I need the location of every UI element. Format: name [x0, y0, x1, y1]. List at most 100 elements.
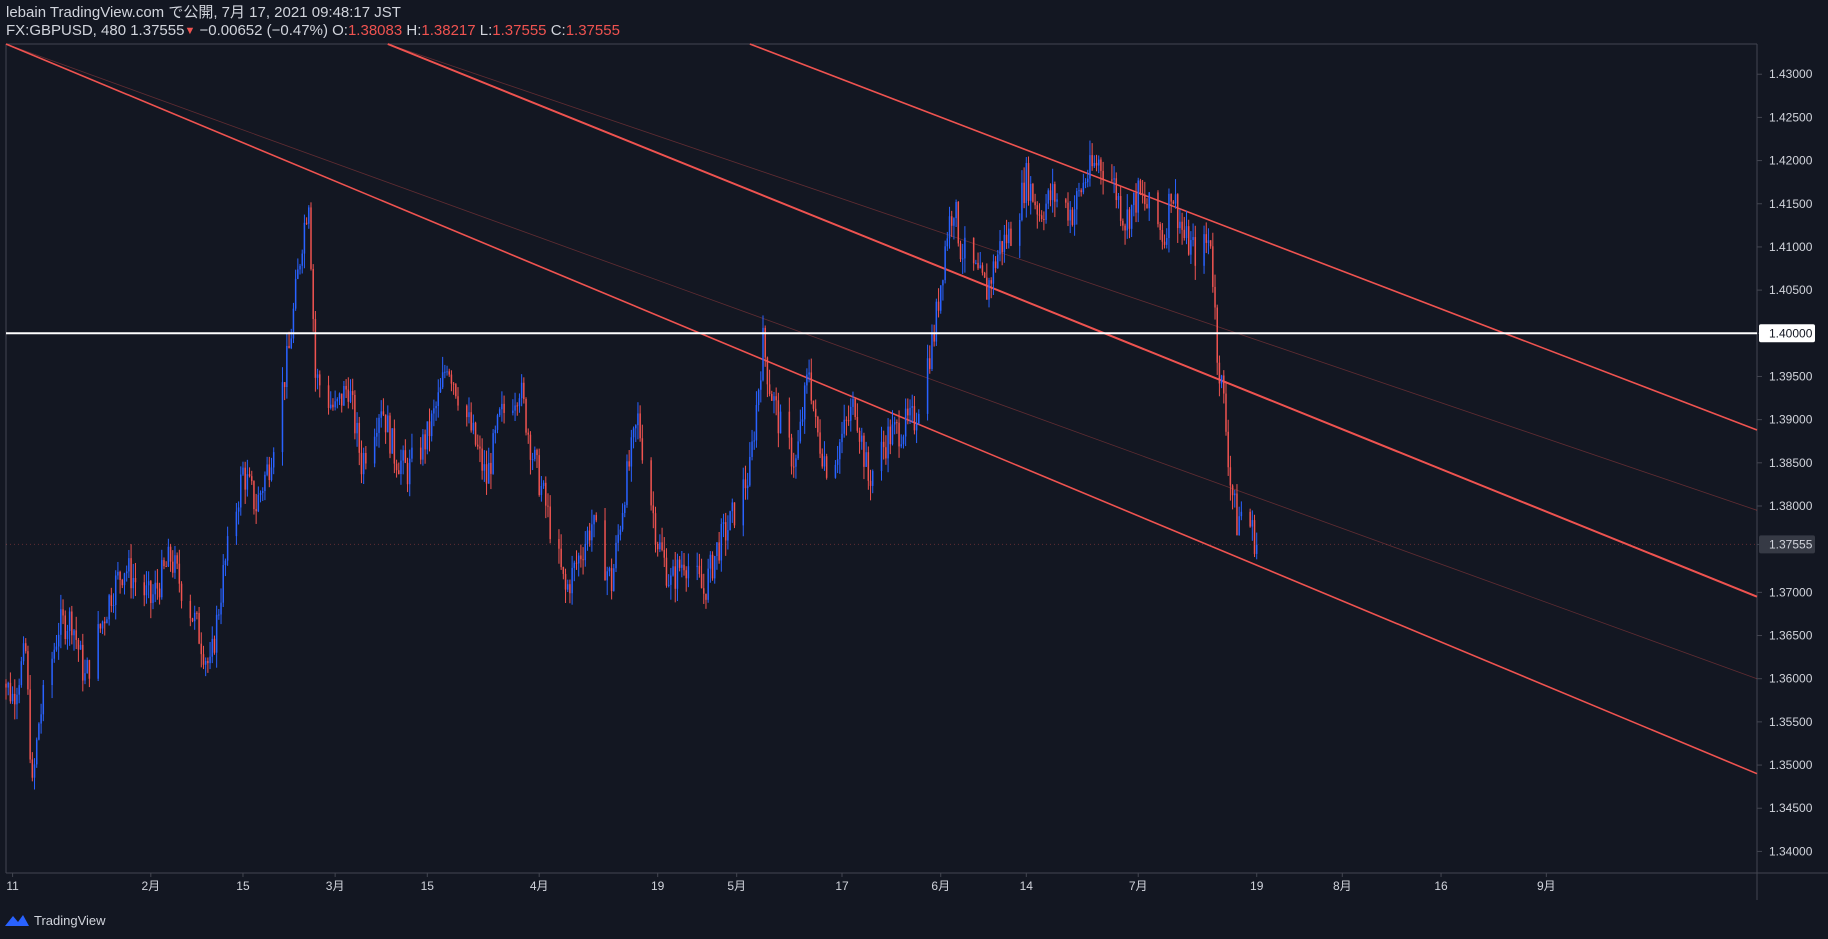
candle-body	[393, 428, 396, 464]
candle-body	[143, 582, 145, 596]
candle-body	[527, 432, 529, 435]
candle-body	[264, 474, 266, 492]
tradingview-branding[interactable]: TradingView	[4, 910, 106, 930]
candle-body	[242, 467, 244, 475]
time-tick-label: 4月	[530, 879, 549, 893]
high-label: H:	[406, 22, 422, 39]
candle-body	[749, 456, 751, 486]
candle-body	[334, 401, 336, 408]
candle-body	[376, 432, 378, 437]
candle-body	[1126, 209, 1129, 231]
candle-body	[492, 433, 494, 474]
low-label: L:	[479, 22, 493, 39]
time-tick-label: 19	[1250, 879, 1264, 893]
candle-body	[75, 630, 77, 640]
candle-body	[988, 280, 990, 300]
candle-body	[637, 413, 639, 426]
channel-line-2[interactable]	[5, 43, 1758, 680]
candle-body	[174, 555, 176, 573]
candle-body	[53, 649, 56, 659]
candle-body	[191, 618, 194, 622]
channel-line-4[interactable]	[387, 43, 1758, 511]
candle-body	[639, 413, 641, 439]
candle-body	[1139, 180, 1142, 194]
candle-body	[215, 614, 218, 653]
candle-body	[1102, 170, 1104, 180]
candle-body	[955, 201, 957, 219]
candle-body	[314, 319, 317, 378]
candle-body	[839, 442, 841, 460]
candle-body	[1018, 219, 1021, 246]
candle-body	[997, 254, 999, 268]
candle-body	[670, 575, 672, 585]
candle-body	[929, 358, 931, 369]
candle-body	[525, 399, 527, 433]
candle-body	[856, 417, 859, 431]
candle-body	[455, 384, 457, 397]
candle-body	[523, 382, 525, 400]
candle-body	[760, 380, 762, 390]
candle-body	[531, 459, 534, 461]
candle-body	[913, 406, 916, 431]
candle-body	[512, 410, 514, 413]
candle-body	[312, 268, 314, 320]
candle-body	[610, 568, 613, 591]
time-tick-label: 9月	[1537, 879, 1556, 893]
candle-body	[1124, 225, 1126, 231]
candle-body	[384, 414, 387, 433]
candle-body	[255, 509, 257, 512]
candle-body	[1157, 192, 1159, 225]
time-axis[interactable]: 11 2月 15 3月 15 4月 19 5月 17 6月 14 7月 19 8月 16 9月	[6, 873, 1556, 893]
time-tick-label: 3月	[326, 879, 345, 893]
candle-body	[1183, 229, 1186, 239]
candle-body	[391, 428, 393, 454]
candle-body	[871, 471, 874, 486]
time-tick-label: 17	[835, 879, 849, 893]
channel-line-1[interactable]	[5, 43, 1758, 775]
last-price-badge	[1759, 535, 1815, 554]
price-tick-label: 1.40500	[1769, 283, 1813, 297]
descending-channel-lines[interactable]	[5, 43, 1758, 775]
candle-body	[400, 460, 402, 475]
candle-body	[624, 505, 626, 513]
candle-body	[297, 269, 299, 279]
candle-body	[964, 237, 966, 259]
candle-body	[986, 277, 988, 300]
candle-body	[564, 573, 567, 590]
candle-body	[301, 253, 303, 266]
candle-body	[733, 502, 736, 526]
candle-body	[983, 272, 986, 278]
candle-body	[1249, 511, 1251, 527]
candle-body	[632, 428, 635, 438]
candle-body	[387, 415, 389, 433]
candle-body	[349, 391, 352, 402]
candle-body	[430, 413, 433, 437]
candle-body	[1220, 375, 1223, 384]
time-tick-label: 16	[1434, 879, 1448, 893]
symbol-label[interactable]: FX:GBPUSD, 480	[6, 22, 127, 39]
candle-body	[1236, 493, 1238, 536]
candle-body	[700, 574, 703, 589]
candle-body	[66, 630, 69, 640]
candle-body	[808, 372, 810, 375]
candle-body	[1117, 196, 1120, 201]
brand-label: TradingView	[34, 912, 106, 928]
price-candles	[5, 140, 1258, 790]
candle-body	[946, 238, 949, 247]
candle-body	[788, 411, 791, 438]
price-axis[interactable]: 1.43000 1.42500 1.42000 1.41500 1.41000 1.405…	[1757, 67, 1815, 858]
candle-body	[1253, 520, 1256, 554]
close-label: C:	[550, 22, 566, 39]
candle-body	[1181, 221, 1183, 230]
candle-body	[198, 613, 200, 644]
candle-body	[751, 441, 753, 457]
candle-body	[351, 391, 354, 395]
channel-line-5[interactable]	[749, 43, 1758, 431]
candle-body	[424, 434, 426, 450]
candle-body	[1214, 286, 1216, 308]
channel-line-3[interactable]	[387, 43, 1758, 598]
candle-body	[766, 357, 769, 385]
ohlc-legend: FX:GBPUSD, 480 1.37555▼ −0.00652 (−0.47%…	[6, 22, 620, 40]
candle-body	[1084, 182, 1087, 184]
